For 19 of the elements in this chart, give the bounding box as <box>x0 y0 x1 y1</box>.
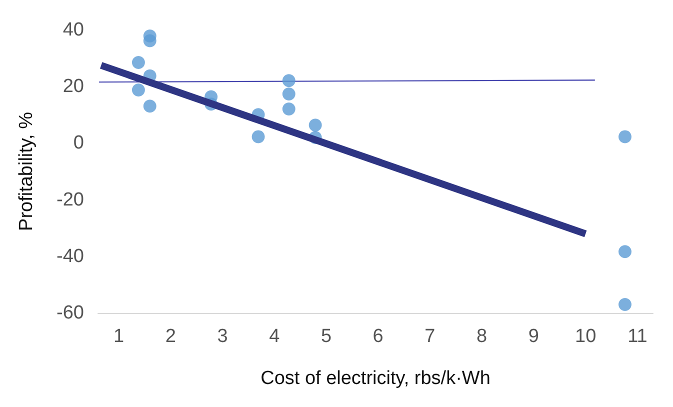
x-tick-label: 3 <box>217 326 228 347</box>
x-tick-label: 6 <box>372 326 384 347</box>
y-tick-label: -20 <box>56 189 84 210</box>
y-tick-label: -60 <box>56 302 84 324</box>
x-tick-label: 10 <box>575 326 596 347</box>
x-tick-label: 5 <box>320 326 332 347</box>
x-tick-label: 4 <box>269 326 280 347</box>
x-tick-label: 1 <box>113 326 124 347</box>
x-tick-label: 2 <box>165 326 176 347</box>
y-axis-title: Profitability, % <box>16 112 37 231</box>
x-axis-title: Cost of electricity, rbs/k·Wh <box>260 368 490 389</box>
y-tick-label: -40 <box>56 246 84 267</box>
y-tick-label: 20 <box>62 76 84 98</box>
y-tick-label: 0 <box>73 132 84 154</box>
x-tick-label: 11 <box>628 326 648 347</box>
x-tick-label: 9 <box>528 326 539 347</box>
x-tick-label: 7 <box>424 326 436 347</box>
y-tick-label: 40 <box>62 20 84 40</box>
x-tick-label: 8 <box>476 326 488 347</box>
